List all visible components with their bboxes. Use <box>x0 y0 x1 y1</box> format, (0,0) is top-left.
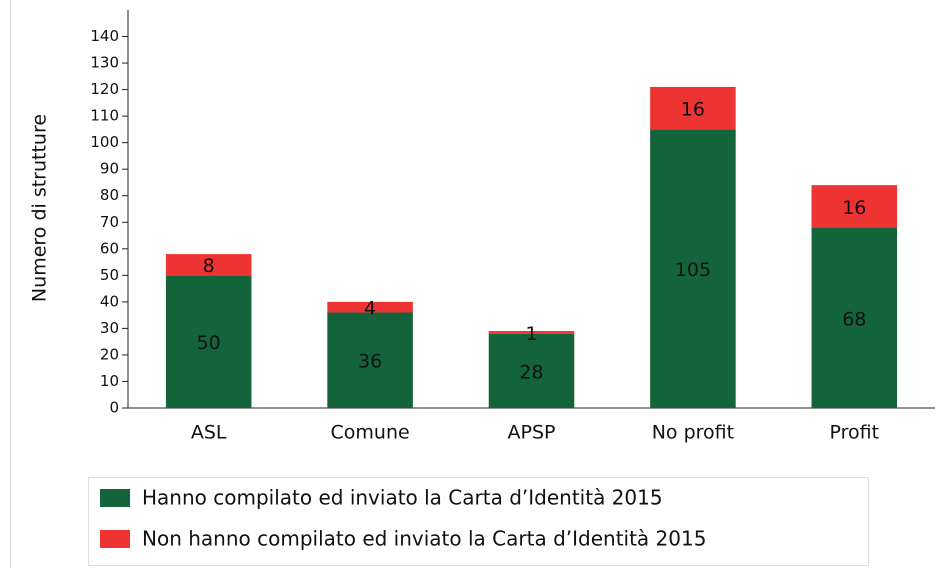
y-tick-label: 100 <box>90 133 119 151</box>
bar-segment <box>165 275 252 408</box>
x-tick-label: No profit <box>652 422 734 444</box>
y-tick-label: 120 <box>90 80 119 98</box>
y-axis-label: Numero di strutture <box>29 114 51 302</box>
bar-segment <box>650 129 736 408</box>
value-label: 105 <box>675 259 711 281</box>
value-label: 1 <box>525 323 537 345</box>
y-tick-label: 10 <box>100 372 119 390</box>
value-label: 4 <box>364 298 376 320</box>
legend-box <box>88 477 869 566</box>
x-tick-label: Profit <box>830 422 880 444</box>
y-tick-label: 50 <box>100 266 119 284</box>
y-tick-label: 60 <box>100 239 119 257</box>
legend-swatch <box>100 530 130 548</box>
value-label: 36 <box>358 351 382 373</box>
bar-segment <box>327 301 413 313</box>
y-tick-label: 30 <box>100 319 119 337</box>
x-tick-label: APSP <box>508 422 556 444</box>
value-label: 68 <box>842 308 866 330</box>
y-tick-label: 40 <box>100 292 119 310</box>
bar-segment <box>165 254 252 276</box>
value-label: 16 <box>842 197 866 219</box>
legend-label: Non hanno compilato ed inviato la Carta … <box>142 527 706 551</box>
y-tick-label: 20 <box>100 345 119 363</box>
y-tick-label: 0 <box>109 399 119 417</box>
x-tick-label: ASL <box>191 422 227 444</box>
value-label: 16 <box>681 99 705 121</box>
bar-segment <box>488 331 575 334</box>
bar-segment <box>811 185 898 228</box>
value-label: 28 <box>519 361 543 383</box>
y-tick-label: 110 <box>90 107 119 125</box>
value-label: 8 <box>203 255 215 277</box>
bar-segment <box>811 227 898 408</box>
bar-segment <box>650 86 736 130</box>
legend-swatch <box>100 489 130 507</box>
bar-segment <box>488 333 575 408</box>
x-tick-label: Comune <box>331 422 410 444</box>
legend-label: Hanno compilato ed inviato la Carta d’Id… <box>142 486 663 510</box>
y-tick-label: 130 <box>90 54 119 72</box>
value-label: 50 <box>197 332 221 354</box>
y-tick-label: 140 <box>90 27 119 45</box>
y-tick-label: 70 <box>100 213 119 231</box>
bar-segment <box>327 312 413 408</box>
y-tick-label: 90 <box>100 160 119 178</box>
y-tick-label: 80 <box>100 186 119 204</box>
